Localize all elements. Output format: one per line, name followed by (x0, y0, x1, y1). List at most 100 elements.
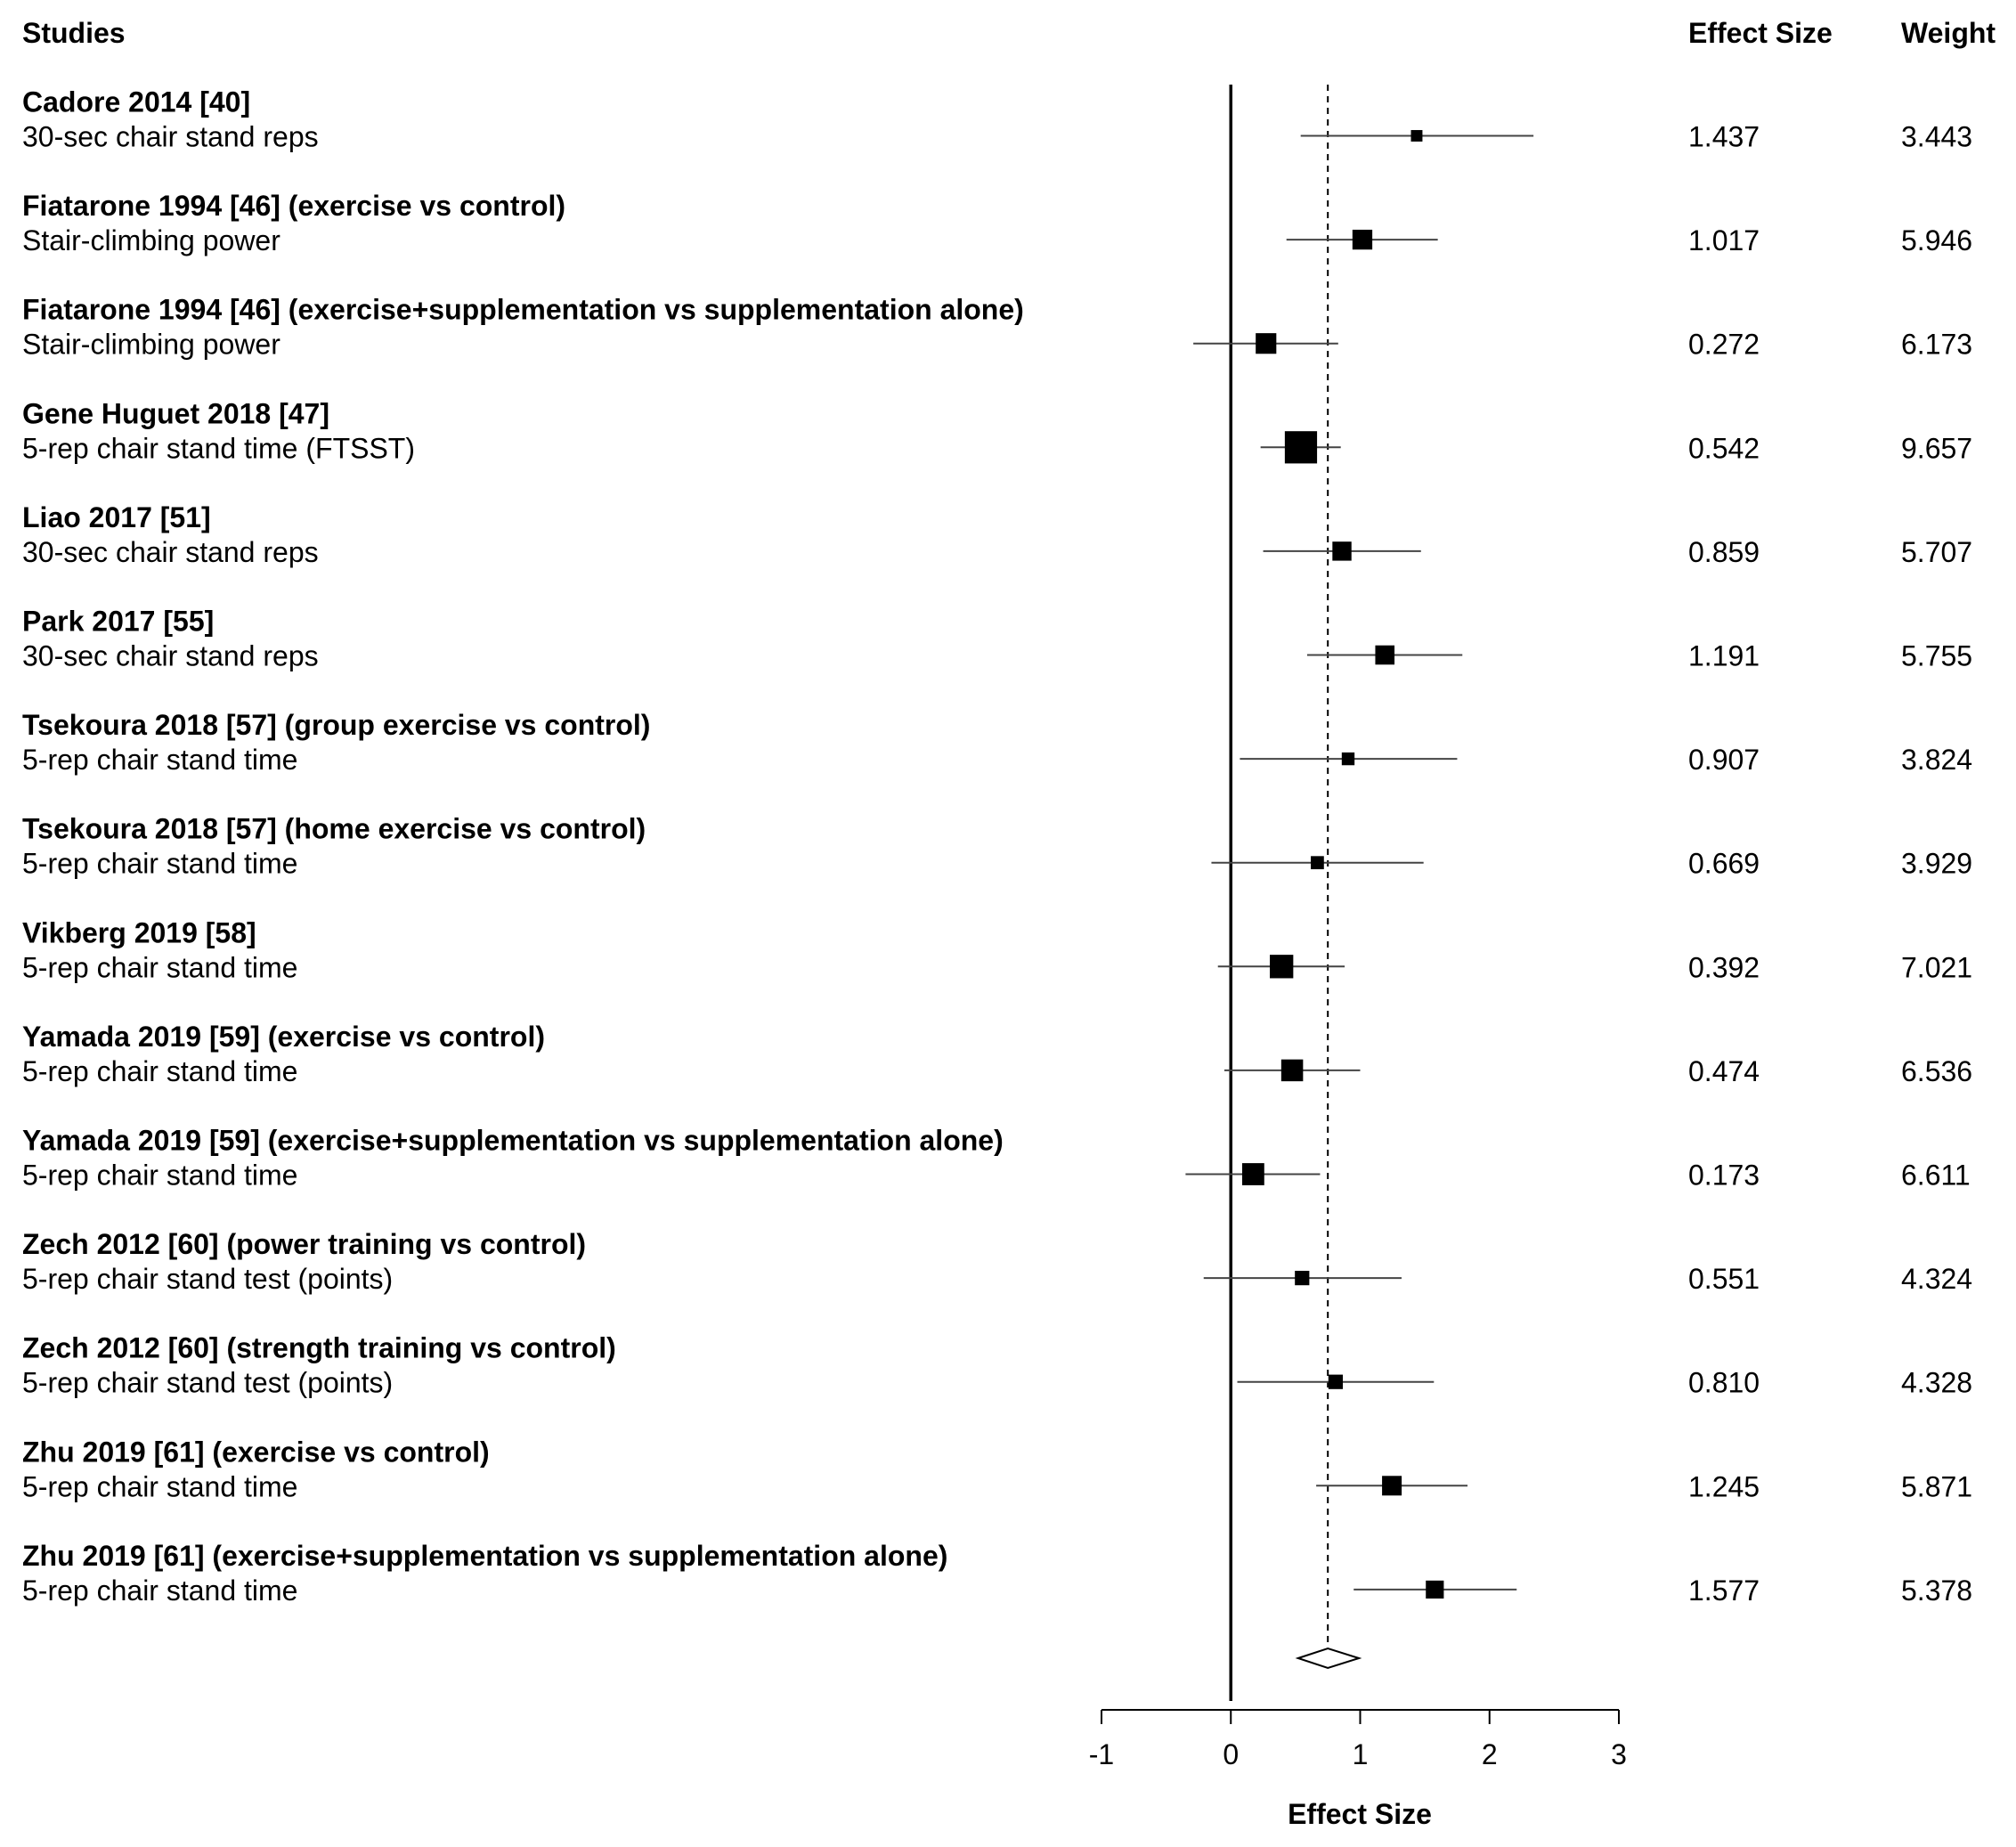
study-name: Fiatarone 1994 [46] (exercise vs control… (22, 190, 565, 222)
effect-marker (1270, 955, 1294, 979)
effect-marker (1382, 1476, 1402, 1496)
effect-marker (1375, 645, 1395, 665)
study-name: Yamada 2019 [59] (exercise+supplementati… (22, 1125, 1004, 1157)
header-effect-size: Effect Size (1688, 17, 1833, 49)
effect-marker (1328, 1374, 1344, 1389)
study-outcome: Stair-climbing power (22, 329, 280, 361)
study-row: Zhu 2019 [61] (exercise vs control)5-rep… (22, 1436, 1972, 1502)
effect-marker (1295, 1270, 1310, 1286)
study-outcome: 5-rep chair stand time (22, 1574, 297, 1607)
weight-value: 4.328 (1901, 1367, 1972, 1399)
study-row: Zhu 2019 [61] (exercise+supplementation … (22, 1540, 1972, 1607)
study-name: Vikberg 2019 [58] (22, 916, 256, 948)
effect-size-value: 0.542 (1688, 432, 1760, 464)
effect-size-value: 0.272 (1688, 329, 1760, 361)
study-outcome: 5-rep chair stand time (22, 1470, 297, 1502)
effect-size-value: 0.907 (1688, 744, 1760, 776)
effect-size-value: 0.474 (1688, 1055, 1760, 1087)
x-tick-label: 2 (1482, 1738, 1498, 1770)
study-row: Tsekoura 2018 [57] (group exercise vs co… (22, 709, 1972, 776)
effect-marker (1284, 431, 1318, 464)
weight-value: 9.657 (1901, 432, 1972, 464)
study-outcome: Stair-climbing power (22, 224, 280, 256)
study-row: Fiatarone 1994 [46] (exercise vs control… (22, 190, 1972, 256)
effect-marker (1352, 229, 1373, 250)
study-row: Gene Huguet 2018 [47]5-rep chair stand t… (22, 397, 1972, 464)
effect-size-value: 1.191 (1688, 640, 1760, 672)
x-tick-label: -1 (1089, 1738, 1114, 1770)
study-row: Park 2017 [55]30-sec chair stand reps 1.1… (22, 606, 1972, 672)
study-outcome: 30-sec chair stand reps (22, 121, 319, 153)
study-name: Zhu 2019 [61] (exercise+supplementation … (22, 1540, 947, 1572)
study-outcome: 5-rep chair stand time (22, 951, 297, 983)
effect-size-value: 1.245 (1688, 1470, 1760, 1502)
effect-size-value: 1.017 (1688, 224, 1760, 256)
effect-size-value: 0.551 (1688, 1263, 1760, 1295)
study-outcome: 30-sec chair stand reps (22, 536, 319, 568)
weight-value: 4.324 (1901, 1263, 1972, 1295)
weight-value: 6.536 (1901, 1055, 1972, 1087)
study-name: Park 2017 [55] (22, 606, 214, 638)
effect-marker (1280, 1059, 1304, 1082)
x-tick-label: 0 (1223, 1738, 1239, 1770)
weight-value: 5.378 (1901, 1574, 1972, 1607)
weight-value: 3.929 (1901, 848, 1972, 880)
study-row: Tsekoura 2018 [57] (home exercise vs con… (22, 813, 1972, 880)
study-outcome: 5-rep chair stand test (points) (22, 1263, 393, 1295)
study-outcome: 5-rep chair stand time (22, 1159, 297, 1192)
study-outcome: 5-rep chair stand time (22, 1055, 297, 1087)
weight-value: 3.824 (1901, 744, 1972, 776)
study-name: Zech 2012 [60] (strength training vs con… (22, 1332, 616, 1364)
weight-value: 5.755 (1901, 640, 1972, 672)
study-row: Yamada 2019 [59] (exercise vs control)5-… (22, 1021, 1972, 1087)
effect-size-value: 0.859 (1688, 536, 1760, 568)
study-name: Yamada 2019 [59] (exercise vs control) (22, 1021, 545, 1053)
study-name: Zhu 2019 [61] (exercise vs control) (22, 1436, 490, 1468)
effect-marker (1311, 856, 1324, 870)
study-outcome: 5-rep chair stand test (points) (22, 1367, 393, 1399)
effect-marker (1426, 1580, 1444, 1599)
pooled-diamond (1295, 1647, 1362, 1670)
effect-size-value: 0.669 (1688, 848, 1760, 880)
study-outcome: 5-rep chair stand time (22, 744, 297, 776)
effect-marker (1341, 752, 1355, 766)
study-row: Zech 2012 [60] (power training vs contro… (22, 1228, 1972, 1295)
study-row: Vikberg 2019 [58]5-rep chair stand time 0… (22, 916, 1972, 983)
effect-marker (1241, 1163, 1264, 1185)
weight-value: 3.443 (1901, 121, 1972, 153)
study-outcome: 30-sec chair stand reps (22, 640, 319, 672)
weight-value: 5.707 (1901, 536, 1972, 568)
header-weight: Weight (1901, 17, 1996, 49)
effect-marker (1410, 130, 1423, 142)
weight-value: 6.611 (1901, 1159, 1971, 1192)
study-row: Liao 2017 [51]30-sec chair stand reps 0.8… (22, 501, 1972, 568)
study-name: Fiatarone 1994 [46] (exercise+supplement… (22, 294, 1024, 326)
study-name: Gene Huguet 2018 [47] (22, 397, 329, 429)
study-name: Liao 2017 [51] (22, 501, 211, 533)
study-row: Yamada 2019 [59] (exercise+supplementati… (22, 1125, 1971, 1192)
effect-marker (1256, 333, 1277, 354)
effect-marker (1332, 541, 1352, 561)
study-name: Tsekoura 2018 [57] (home exercise vs con… (22, 813, 646, 845)
weight-value: 7.021 (1901, 951, 1972, 983)
study-outcome: 5-rep chair stand time (FTSST) (22, 432, 415, 464)
header-studies: Studies (22, 17, 126, 49)
x-tick-label: 1 (1353, 1738, 1369, 1770)
weight-value: 5.946 (1901, 224, 1972, 256)
study-outcome: 5-rep chair stand time (22, 848, 297, 880)
effect-size-value: 1.437 (1688, 121, 1760, 153)
effect-size-value: 0.392 (1688, 951, 1760, 983)
study-name: Cadore 2014 [40] (22, 86, 250, 118)
effect-size-value: 0.173 (1688, 1159, 1760, 1192)
study-row: Fiatarone 1994 [46] (exercise+supplement… (22, 294, 1972, 361)
weight-value: 6.173 (1901, 329, 1972, 361)
x-axis-label: Effect Size (1288, 1798, 1432, 1830)
weight-value: 5.871 (1901, 1470, 1972, 1502)
study-name: Zech 2012 [60] (power training vs contro… (22, 1228, 586, 1260)
effect-size-value: 1.577 (1688, 1574, 1760, 1607)
study-row: Zech 2012 [60] (strength training vs con… (22, 1332, 1972, 1399)
study-row: Cadore 2014 [40]30-sec chair stand reps 1… (22, 86, 1972, 153)
x-tick-label: 3 (1611, 1738, 1627, 1770)
study-name: Tsekoura 2018 [57] (group exercise vs co… (22, 709, 650, 741)
